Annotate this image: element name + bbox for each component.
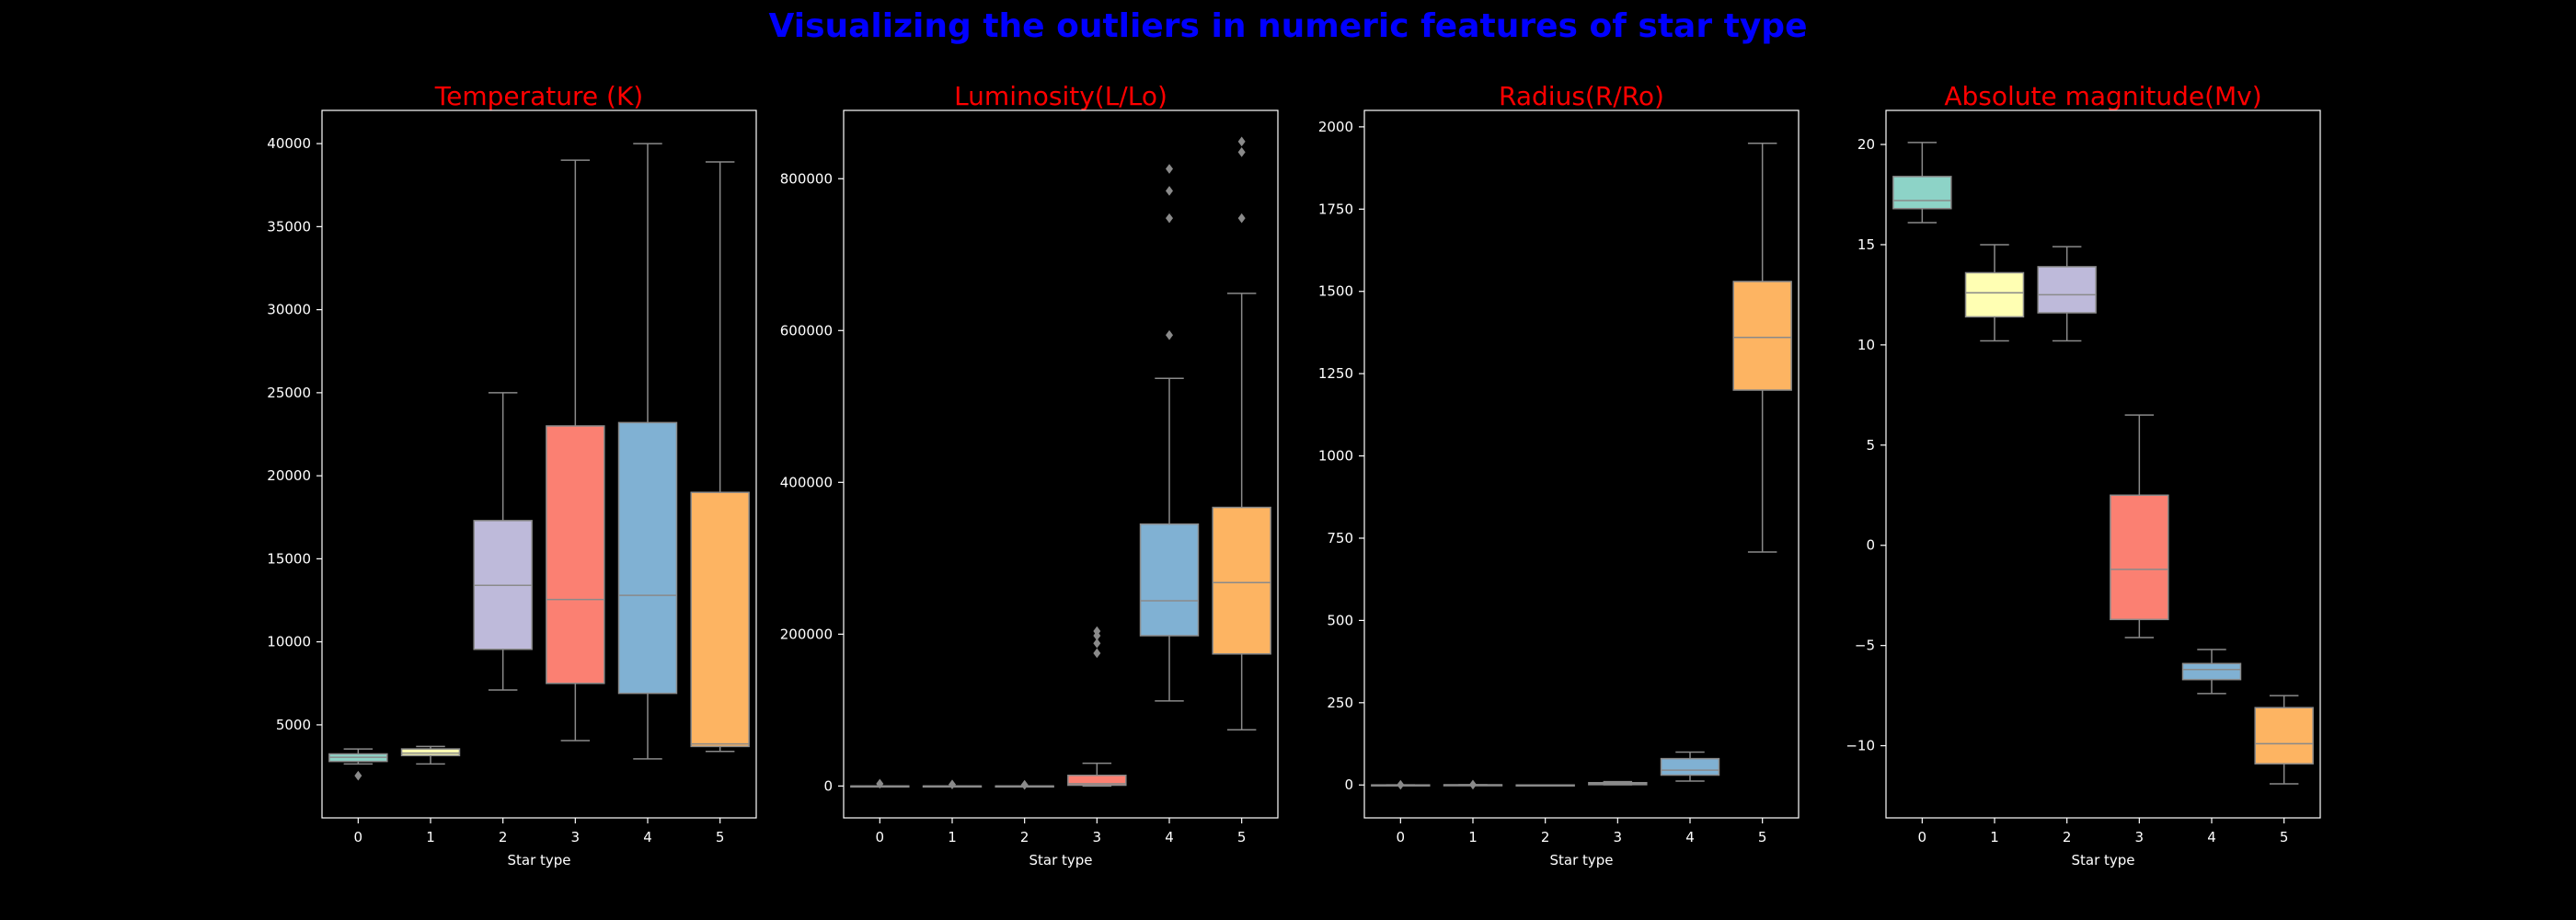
- panel-1-ytick-label: 0: [823, 777, 833, 794]
- panel-0-xtick-label: 1: [426, 829, 435, 845]
- figure-title: Visualizing the outliers in numeric feat…: [768, 7, 1808, 45]
- box-1-0-outlier: [876, 778, 884, 789]
- panel-2-xtick-label: 2: [1541, 829, 1550, 845]
- panel-0-ytick-label: 25000: [267, 385, 311, 401]
- panel-3-ytick-label: −5: [1855, 638, 1875, 654]
- panel-0-xlabel: Star type: [507, 852, 570, 868]
- panel-0-xtick-label: 2: [499, 829, 508, 845]
- panel-2-ytick-label: 1750: [1318, 201, 1353, 217]
- panel-2-ytick-label: 1000: [1318, 448, 1353, 465]
- panel-3-xtick-label: 0: [1918, 829, 1927, 845]
- box-1-4-outlier: [1166, 329, 1173, 340]
- panel-1-xtick-label: 1: [948, 829, 957, 845]
- panel-2-ytick-label: 0: [1344, 776, 1353, 793]
- panel-0-ytick-label: 30000: [267, 302, 311, 318]
- panel-1-title: Luminosity(L/Lo): [954, 81, 1167, 111]
- panel-1-ytick-label: 400000: [780, 474, 833, 490]
- box-1-4-body: [1139, 523, 1200, 637]
- panel-2-ytick-label: 500: [1327, 612, 1353, 628]
- panel-1-xtick-label: 2: [1020, 829, 1029, 845]
- panel-0-ytick-label: 40000: [267, 135, 311, 152]
- panel-1-ytick-label: 200000: [780, 626, 833, 642]
- panel-3-xlabel: Star type: [2071, 852, 2134, 868]
- panel-3-ytick-label: 0: [1866, 537, 1875, 554]
- panel-3-xtick-label: 1: [1990, 829, 1999, 845]
- box-1-4-outlier: [1166, 164, 1173, 174]
- panel-1-xtick-label: 5: [1237, 829, 1247, 845]
- panel-3-xtick-label: 5: [2280, 829, 2289, 845]
- panel-2-ytick-label: 750: [1327, 530, 1353, 546]
- panel-2-ytick-label: 1500: [1318, 283, 1353, 300]
- box-0-1-body: [400, 748, 461, 757]
- panel-1-xtick-label: 4: [1165, 829, 1174, 845]
- box-0-3-body: [546, 425, 605, 684]
- panel-3-ytick-label: 20: [1857, 136, 1875, 153]
- box-2-1-outlier: [1469, 779, 1477, 790]
- box-2-4-body: [1660, 757, 1720, 776]
- panel-1-ytick-label: 800000: [780, 170, 833, 187]
- panel-1-xtick-label: 3: [1093, 829, 1102, 845]
- panel-2-ytick-label: 1250: [1318, 365, 1353, 382]
- panel-3-ytick-label: 15: [1857, 236, 1875, 253]
- panel-2-title: Radius(R/Ro): [1499, 81, 1664, 111]
- panel-0-title: Temperature (K): [434, 81, 643, 111]
- panel-0-ytick-label: 5000: [276, 717, 311, 733]
- panel-2-ytick-label: 250: [1327, 695, 1353, 711]
- panel-3-ytick-label: 10: [1857, 337, 1875, 353]
- panel-1-xtick-label: 0: [876, 829, 885, 845]
- panel-0-ytick-label: 15000: [267, 550, 311, 567]
- panel-3-xtick-label: 3: [2135, 829, 2145, 845]
- box-3-2-body: [2037, 266, 2097, 314]
- panel-3-xtick-label: 2: [2063, 829, 2072, 845]
- box-3-0-body: [1892, 176, 1952, 210]
- panel-0-ytick-label: 10000: [267, 634, 311, 650]
- box-1-5-outlier: [1237, 147, 1246, 157]
- panel-1-ytick-label: 600000: [780, 322, 833, 339]
- box-3-1-body: [1964, 271, 2025, 318]
- panel-0-xtick-label: 3: [571, 829, 581, 845]
- panel-3-ytick-label: −10: [1846, 738, 1875, 754]
- panel-1-frame: [843, 109, 1279, 819]
- panel-2-xtick-label: 1: [1468, 829, 1478, 845]
- panel-0-ytick-label: 35000: [267, 218, 311, 235]
- box-3-5-body: [2254, 707, 2314, 765]
- box-3-3-body: [2110, 494, 2169, 621]
- box-1-4-outlier: [1166, 213, 1173, 224]
- box-1-4-outlier: [1166, 186, 1173, 196]
- panel-2-xtick-label: 3: [1614, 829, 1623, 845]
- box-1-2-outlier: [1020, 779, 1029, 790]
- panel-2-xtick-label: 0: [1397, 829, 1406, 845]
- box-3-4-body: [2181, 662, 2242, 681]
- panel-3-frame: [1885, 109, 2321, 819]
- panel-2-xtick-label: 4: [1685, 829, 1695, 845]
- panel-0-frame: [321, 109, 757, 819]
- panel-0-xtick-label: 4: [643, 829, 652, 845]
- box-1-3-outlier: [1093, 626, 1101, 637]
- box-0-5-body: [690, 491, 750, 748]
- box-2-0-outlier: [1397, 779, 1405, 790]
- box-1-3-body: [1067, 775, 1127, 787]
- panel-0-xtick-label: 0: [354, 829, 363, 845]
- box-1-3-outlier: [1093, 638, 1101, 649]
- box-1-5-outlier: [1237, 136, 1246, 147]
- panel-3-ytick-label: 5: [1866, 437, 1875, 454]
- box-0-0-outlier: [354, 770, 362, 781]
- box-1-5-body: [1212, 506, 1271, 655]
- panel-2-frame: [1363, 109, 1800, 819]
- panel-2-xlabel: Star type: [1549, 852, 1613, 868]
- panel-2-ytick-label: 2000: [1318, 119, 1353, 135]
- box-1-3-outlier: [1093, 648, 1101, 659]
- panel-3-title: Absolute magnitude(Mv): [1944, 81, 2261, 111]
- box-0-4-body: [617, 421, 678, 695]
- panel-0-xtick-label: 5: [716, 829, 725, 845]
- panel-0-ytick-label: 20000: [267, 467, 311, 484]
- box-1-5-outlier: [1237, 213, 1246, 224]
- panel-1-xlabel: Star type: [1029, 852, 1092, 868]
- panel-2-xtick-label: 5: [1758, 829, 1767, 845]
- box-1-1-outlier: [949, 779, 956, 790]
- box-2-5-body: [1732, 281, 1792, 391]
- panel-3-xtick-label: 4: [2207, 829, 2216, 845]
